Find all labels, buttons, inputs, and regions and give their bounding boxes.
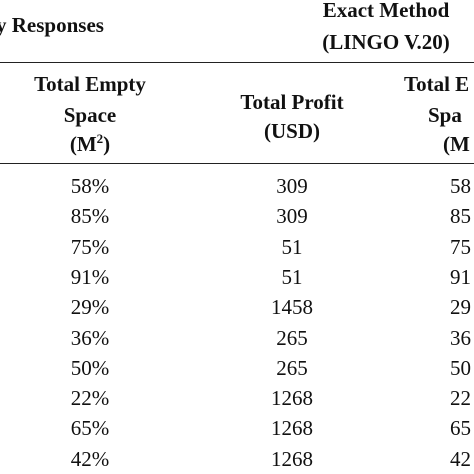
table-cell: 75 — [450, 234, 471, 259]
column-header: (USD) — [264, 119, 320, 143]
table-cell: 65 — [450, 416, 471, 441]
table-cell: 36% — [70, 325, 110, 350]
column-header: Space — [63, 103, 117, 127]
rule — [0, 163, 474, 164]
table-cell: 22 — [450, 386, 471, 411]
table-cell: 50 — [450, 355, 471, 380]
table-cell: 85 — [450, 204, 471, 229]
table-cell: 58% — [70, 174, 110, 198]
table-cell: 265 — [276, 355, 308, 380]
table-cell: 29% — [70, 295, 110, 320]
column-header: Spa — [428, 103, 462, 127]
table-cell: 309 — [276, 174, 308, 198]
unit-end: ) — [103, 132, 111, 156]
table-cell: 1268 — [271, 416, 313, 441]
table-cell: 51 — [281, 264, 303, 289]
table-cell: 309 — [276, 204, 308, 229]
table-cell: 22% — [70, 386, 110, 411]
table-cell: 91% — [70, 264, 110, 289]
column-header: Total Empty — [34, 72, 146, 96]
group-header-left: y Responses — [0, 13, 104, 37]
table-cell: 50% — [70, 355, 110, 380]
table-cell: 42 — [450, 446, 471, 471]
table-cell: 1458 — [271, 295, 313, 320]
table-cell: 91 — [450, 264, 471, 289]
column-header: Total Profit — [240, 90, 344, 114]
table-cell: 65% — [70, 416, 110, 441]
table-cell: 58 — [450, 174, 471, 198]
table-cell: 29 — [450, 295, 471, 320]
table-cell: 265 — [276, 325, 308, 350]
unit: (M — [69, 132, 97, 156]
column-header-unit: (M2) — [70, 132, 110, 156]
table-cell: 1268 — [271, 446, 313, 471]
table-cell: 85% — [70, 204, 110, 229]
table-cell: 51 — [281, 234, 303, 259]
table-cell: 75% — [70, 234, 110, 259]
group-header-right-sub: (LINGO V.20) — [322, 30, 450, 54]
group-header-right: Exact Method — [322, 0, 450, 22]
rule — [0, 62, 474, 63]
column-header: Total E — [404, 72, 470, 96]
unit-sup: 2 — [96, 131, 104, 146]
table-cell: 36 — [450, 325, 471, 350]
column-header: (M — [443, 132, 470, 156]
table-cell: 1268 — [271, 386, 313, 411]
table-cell: 42% — [70, 446, 110, 471]
